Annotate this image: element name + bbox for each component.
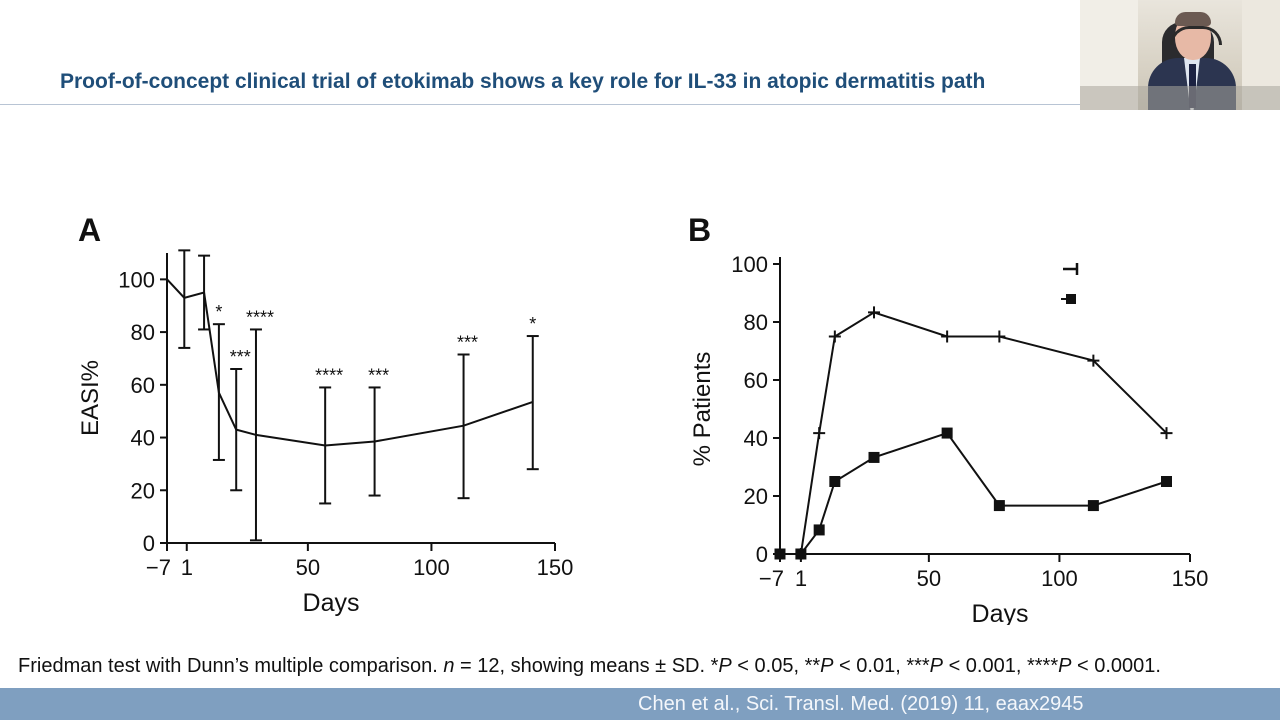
y-tick-label: 80: [131, 320, 155, 345]
y-tick-label: 80: [744, 310, 768, 335]
y-axis-label: % Patients: [689, 352, 716, 467]
x-tick-label: 150: [537, 555, 574, 580]
y-tick-label: 20: [131, 478, 155, 503]
x-tick-label: 50: [296, 555, 320, 580]
data-point-plus: [868, 306, 881, 319]
webcam-headset: [1170, 26, 1222, 45]
significance-label: ***: [230, 347, 251, 367]
data-point-plus: [993, 330, 1006, 343]
significance-label: ****: [246, 307, 274, 327]
x-tick-label: 1: [795, 566, 807, 591]
data-point-plus: [828, 330, 841, 343]
y-tick-label: 20: [744, 484, 768, 509]
y-tick-label: 60: [131, 373, 155, 398]
footnote-p-3: P: [929, 655, 944, 677]
legend-marker-square: [1066, 294, 1076, 304]
legend-marker-plus: [1063, 263, 1079, 275]
data-point-square: [795, 548, 807, 560]
footnote-p-2: P: [820, 655, 834, 677]
slide-title: Proof-of-concept clinical trial of etoki…: [60, 70, 986, 93]
y-axis-label: EASI%: [77, 360, 104, 436]
x-tick-label: −7: [146, 555, 171, 580]
footnote-text-5: < 0.001, ****: [943, 655, 1059, 677]
x-tick-label: 100: [413, 555, 450, 580]
panel-label: B: [688, 212, 711, 248]
x-tick-label: 150: [1172, 566, 1209, 591]
footnote-text-6: < 0.0001.: [1071, 655, 1161, 677]
presenter-webcam-video: [1080, 0, 1280, 110]
data-point-square: [813, 524, 825, 536]
footer-bar: Chen et al., Sci. Transl. Med. (2019) 11…: [0, 688, 1280, 720]
webcam-presenter-hair: [1175, 12, 1211, 26]
data-point-plus: [1087, 354, 1100, 367]
significance-label: ***: [368, 365, 389, 385]
footnote-n: n: [443, 655, 455, 677]
significance-label: *: [215, 302, 222, 322]
significance-label: *: [529, 314, 536, 334]
footnote-text-4: < 0.01, ***: [833, 655, 930, 677]
data-point-plus: [1160, 427, 1173, 440]
title-divider: [0, 104, 1080, 105]
data-point-plus: [941, 330, 954, 343]
webcam-desk: [1080, 86, 1280, 110]
y-tick-label: 60: [744, 368, 768, 393]
y-tick-label: 100: [118, 267, 155, 292]
data-point-square: [1087, 500, 1099, 512]
x-tick-label: 100: [1041, 566, 1078, 591]
y-tick-label: 40: [131, 426, 155, 451]
data-point-square: [993, 500, 1005, 512]
data-point-square: [941, 427, 953, 439]
data-point-plus: [813, 427, 826, 440]
x-axis-label: Days: [303, 589, 360, 617]
data-point-square: [1160, 476, 1172, 487]
y-tick-label: 40: [744, 426, 768, 451]
data-point-square: [829, 476, 841, 487]
series-line: [780, 311, 1168, 555]
x-tick-label: −7: [759, 566, 784, 591]
data-point-square: [868, 451, 880, 463]
x-tick-label: 50: [917, 566, 941, 591]
statistics-footnote: Friedman test with Dunn’s multiple compa…: [18, 655, 1161, 678]
significance-label: ****: [315, 365, 343, 385]
y-tick-label: 100: [731, 252, 768, 277]
x-axis-label: Days: [972, 600, 1029, 625]
series-line: [780, 431, 1167, 555]
footnote-text-1: Friedman test with Dunn’s multiple compa…: [18, 655, 444, 677]
y-tick-label: 0: [143, 531, 155, 556]
footnote-text-3: < 0.05, **: [731, 655, 821, 677]
y-tick-label: 0: [756, 542, 768, 567]
citation: Chen et al., Sci. Transl. Med. (2019) 11…: [638, 693, 1084, 715]
footnote-p-1: P: [718, 655, 732, 677]
footnote-p-4: P: [1058, 655, 1072, 677]
footnote-text-2: = 12, showing means ± SD. *: [454, 655, 719, 677]
significance-label: ***: [457, 333, 478, 353]
panel-label: A: [78, 212, 101, 248]
series-line: [166, 278, 534, 447]
data-point-square: [774, 548, 786, 560]
x-tick-label: 1: [181, 555, 193, 580]
